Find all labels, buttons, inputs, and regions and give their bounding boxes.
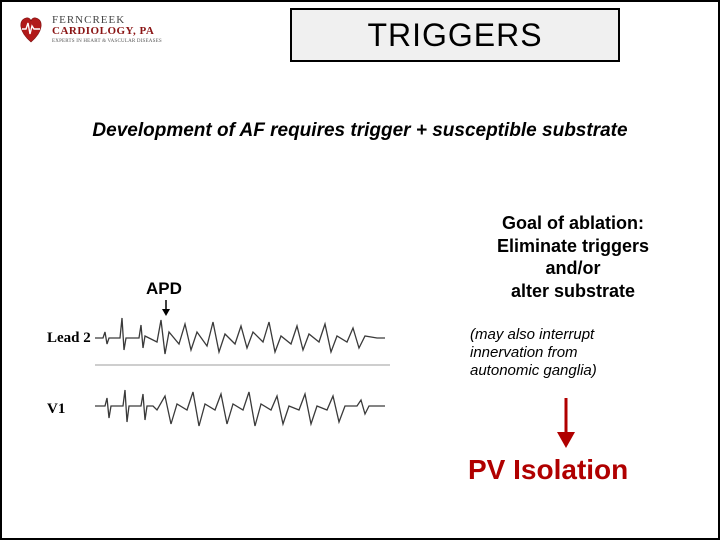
v1-label: V1 xyxy=(47,401,65,418)
ecg-figure: Lead 2 V1 xyxy=(47,310,407,460)
goal-line3: and/or xyxy=(468,257,678,280)
note-line2: innervation from xyxy=(470,344,670,362)
note-line1: (may also interrupt xyxy=(470,326,670,344)
goal-text-block: Goal of ablation: Eliminate triggers and… xyxy=(468,212,678,302)
goal-line4: alter substrate xyxy=(468,280,678,303)
lead2-label: Lead 2 xyxy=(47,330,91,347)
goal-line1: Goal of ablation: xyxy=(468,212,678,235)
note-line3: autonomic ganglia) xyxy=(470,362,670,380)
heart-icon xyxy=(14,12,48,46)
note-text-block: (may also interrupt innervation from aut… xyxy=(470,326,670,380)
ecg-traces xyxy=(95,310,395,440)
logo-text-block: FERNCREEK CARDIOLOGY, PA EXPERTS IN HEAR… xyxy=(52,15,162,44)
lead2-trace xyxy=(95,318,385,354)
slide-subtitle: Development of AF requires trigger + sus… xyxy=(2,120,718,142)
down-arrow-icon xyxy=(554,396,578,453)
brand-logo: FERNCREEK CARDIOLOGY, PA EXPERTS IN HEAR… xyxy=(14,12,162,46)
slide-frame: FERNCREEK CARDIOLOGY, PA EXPERTS IN HEAR… xyxy=(0,0,720,540)
slide-title: TRIGGERS xyxy=(290,8,620,62)
v1-trace xyxy=(95,390,385,426)
logo-line1: FERNCREEK xyxy=(52,15,162,26)
slide-title-text: TRIGGERS xyxy=(367,17,542,54)
apd-label: APD xyxy=(146,279,182,299)
pv-isolation-text: PV Isolation xyxy=(468,454,698,486)
logo-line2: CARDIOLOGY, PA xyxy=(52,26,162,37)
goal-line2: Eliminate triggers xyxy=(468,235,678,258)
logo-tagline: EXPERTS IN HEART & VASCULAR DISEASES xyxy=(52,39,162,44)
